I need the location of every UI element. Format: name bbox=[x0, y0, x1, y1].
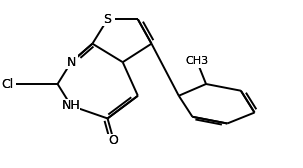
Bar bbox=[65, 55, 78, 69]
Text: CH3: CH3 bbox=[185, 56, 208, 66]
Bar bbox=[0, 77, 16, 91]
Text: NH: NH bbox=[62, 99, 81, 112]
Text: NH: NH bbox=[62, 99, 81, 112]
Bar bbox=[188, 55, 205, 68]
Bar bbox=[107, 134, 120, 147]
Text: S: S bbox=[104, 13, 112, 26]
Text: O: O bbox=[109, 134, 118, 147]
Text: Cl: Cl bbox=[2, 77, 14, 91]
Bar bbox=[101, 13, 114, 26]
Text: CH3: CH3 bbox=[185, 56, 208, 66]
Text: S: S bbox=[104, 13, 112, 26]
Text: Cl: Cl bbox=[2, 77, 14, 91]
Text: N: N bbox=[67, 56, 76, 69]
Bar bbox=[63, 99, 79, 113]
Text: O: O bbox=[109, 134, 118, 147]
Text: N: N bbox=[67, 56, 76, 69]
